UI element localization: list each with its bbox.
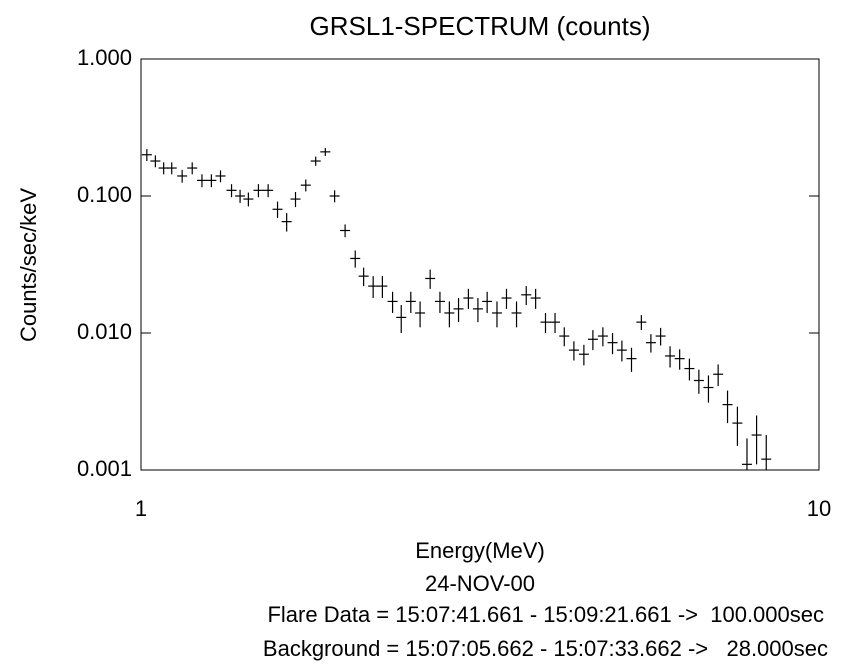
y-tick-label: 1.000 [77,45,132,70]
x-axis-label: Energy(MeV) [415,538,545,563]
y-axis-label: Counts/sec/keV [16,188,41,342]
x-tick-label: 10 [807,496,831,521]
y-tick-label: 0.100 [77,182,132,207]
date: 24-NOV-00 [425,571,535,596]
x-tick-label: 1 [135,496,147,521]
marks [141,148,772,470]
annotation: Flare Data = 15:07:41.661 - 15:09:21.661… [267,602,824,627]
plot-frame [140,58,820,471]
chart-title: GRSL1-SPECTRUM (counts) [310,11,651,41]
annotation: Background = 15:07:05.662 - 15:07:33.662… [263,636,828,661]
y-tick-label: 0.001 [77,456,132,481]
y-tick-label: 0.010 [77,319,132,344]
